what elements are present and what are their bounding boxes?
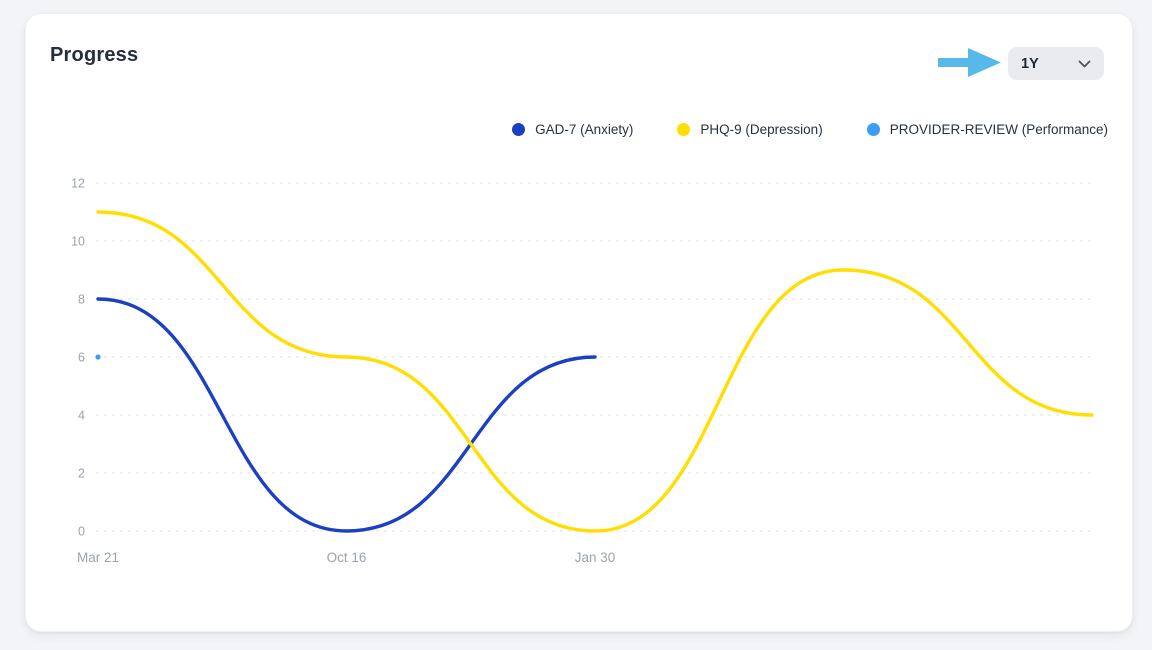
legend-dot-icon (866, 122, 880, 136)
y-tick-label: 8 (78, 293, 85, 307)
y-tick-label: 2 (78, 467, 85, 481)
legend-label: PROVIDER-REVIEW (Performance) (889, 121, 1108, 137)
y-tick-label: 4 (78, 409, 85, 423)
legend-item-2[interactable]: PROVIDER-REVIEW (Performance) (866, 121, 1108, 137)
page-title: Progress (50, 44, 139, 66)
y-tick-label: 6 (78, 351, 85, 365)
legend-item-1[interactable]: PHQ-9 (Depression) (677, 121, 823, 137)
series-line-0 (96, 297, 597, 533)
range-selector-dropdown[interactable]: 1Y (1008, 47, 1104, 80)
legend-label: GAD-7 (Anxiety) (535, 121, 634, 137)
y-tick-label: 12 (71, 177, 85, 191)
legend-dot-icon (512, 122, 526, 136)
series-point-2 (95, 354, 101, 360)
y-tick-label: 0 (78, 525, 85, 539)
progress-card: Progress 0 2 4 6 8 10 12 Mar 21 Oct 16 Jan 30 GAD… (25, 13, 1133, 632)
chevron-down-icon (1078, 60, 1091, 67)
legend-dot-icon (677, 122, 691, 136)
progress-chart: 0 2 4 6 8 10 12 Mar 21 Oct 16 Jan 30 (71, 177, 1096, 565)
y-tick-label: 10 (71, 235, 85, 249)
x-tick-label: Oct 16 (327, 550, 367, 565)
pointer-arrow-icon (938, 48, 1001, 77)
legend-label: PHQ-9 (Depression) (700, 121, 823, 137)
x-tick-label: Jan 30 (575, 550, 616, 565)
chart-legend: GAD-7 (Anxiety) PHQ-9 (Depression) PROVIDE… (512, 118, 1108, 140)
series-line-1 (96, 210, 1094, 533)
legend-item-0[interactable]: GAD-7 (Anxiety) (512, 122, 633, 137)
range-selector-value: 1Y (1021, 55, 1039, 72)
x-tick-label: Mar 21 (77, 550, 119, 565)
